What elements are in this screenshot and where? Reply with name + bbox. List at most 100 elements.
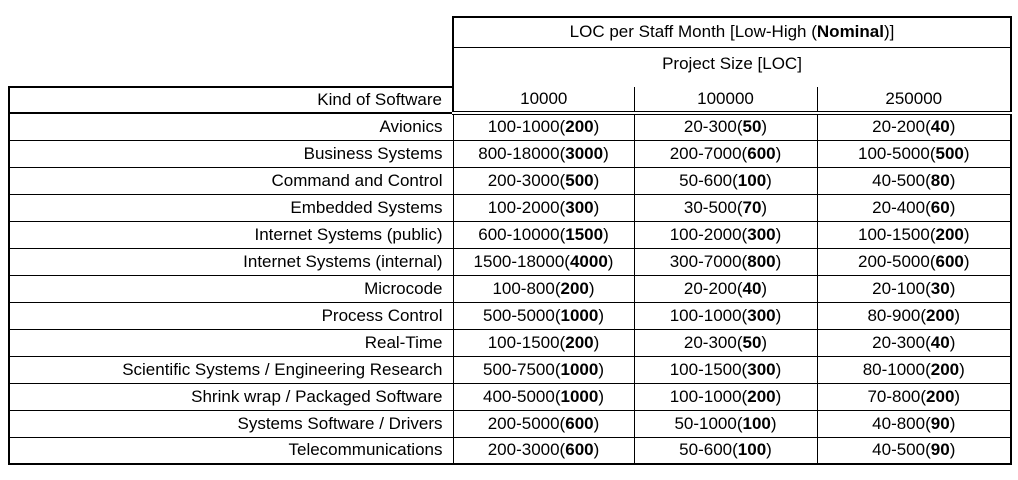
loc-range-low-high: 30-500( xyxy=(683,197,743,217)
kind-of-software-header: Kind of Software xyxy=(8,86,453,114)
loc-range-low-high: 50-600( xyxy=(679,440,738,460)
loc-range-cell: 100-1500(200) xyxy=(452,328,635,357)
loc-range-low-high: 400-5000( xyxy=(482,386,561,406)
loc-range-low-high: 80-900( xyxy=(867,305,927,325)
table-title-close-text: )] xyxy=(883,22,895,42)
loc-per-staff-month-table: LOC per Staff Month [Low-High (Nominal)]… xyxy=(8,16,1013,465)
loc-range-close: ) xyxy=(593,413,600,433)
loc-nominal-value: 300 xyxy=(747,359,776,379)
loc-range-close: ) xyxy=(761,197,768,217)
loc-range-cell: 20-300(50) xyxy=(633,112,818,141)
loc-range-low-high: 40-800( xyxy=(872,413,931,433)
loc-nominal-value: 600 xyxy=(565,440,594,460)
table-row: Embedded Systems 100-2000(300) 30-500(70) 2… xyxy=(8,193,1013,222)
loc-range-cell: 40-500(80) xyxy=(816,166,1013,195)
loc-range-cell: 800-18000(3000) xyxy=(452,139,635,168)
loc-nominal-value: 1500 xyxy=(565,224,604,244)
table-row: Real-Time 100-1500(200) 20-300(50) 20-300(4… xyxy=(8,328,1013,357)
loc-range-cell: 20-100(30) xyxy=(816,274,1013,303)
loc-nominal-value: 800 xyxy=(747,251,776,271)
loc-range-cell: 100-1000(200) xyxy=(452,112,635,141)
loc-range-low-high: 200-3000( xyxy=(487,170,566,190)
loc-range-close: ) xyxy=(775,359,782,379)
loc-range-close: ) xyxy=(598,359,604,379)
top-left-blank-region xyxy=(9,17,453,47)
loc-range-close: ) xyxy=(761,332,768,352)
size-column-header-250000: 250000 xyxy=(816,87,1013,115)
loc-range-cell: 100-1500(300) xyxy=(633,355,818,384)
loc-nominal-value: 500 xyxy=(935,143,964,163)
loc-range-cell: 500-7500(1000) xyxy=(452,355,635,384)
kind-of-software-cell: Microcode xyxy=(8,274,454,303)
loc-nominal-value: 90 xyxy=(930,413,950,433)
table-header: LOC per Staff Month [Low-High (Nominal)]… xyxy=(8,16,1013,115)
loc-range-close: ) xyxy=(761,278,768,298)
loc-range-cell: 300-7000(800) xyxy=(633,247,818,276)
loc-range-close: ) xyxy=(963,224,970,244)
loc-range-close: ) xyxy=(959,359,965,379)
loc-range-cell: 600-10000(1500) xyxy=(452,220,635,249)
mid-left-blank-region xyxy=(9,47,453,87)
loc-nominal-value: 40 xyxy=(930,332,950,352)
loc-nominal-value: 3000 xyxy=(565,143,604,163)
loc-range-low-high: 1500-18000( xyxy=(473,251,570,271)
loc-nominal-value: 200 xyxy=(926,305,955,325)
loc-range-low-high: 300-7000( xyxy=(669,251,748,271)
loc-nominal-value: 100 xyxy=(737,440,767,460)
loc-range-low-high: 100-2000( xyxy=(669,224,748,244)
loc-nominal-value: 100 xyxy=(742,413,771,433)
loc-range-low-high: 20-300( xyxy=(683,332,743,352)
loc-nominal-value: 300 xyxy=(565,197,594,217)
kind-of-software-cell: Internet Systems (public) xyxy=(8,220,454,249)
loc-range-cell: 50-600(100) xyxy=(633,436,818,465)
loc-nominal-value: 200 xyxy=(565,332,594,352)
loc-range-cell: 1500-18000(4000) xyxy=(452,247,635,276)
size-column-header-100000: 100000 xyxy=(633,87,817,115)
loc-nominal-value: 50 xyxy=(742,332,762,352)
loc-range-close: ) xyxy=(598,386,604,406)
loc-range-cell: 50-600(100) xyxy=(633,166,818,195)
table-row: Business Systems 800-18000(3000) 200-7000(… xyxy=(8,139,1013,168)
kind-of-software-cell: Business Systems xyxy=(8,139,454,168)
kind-of-software-cell: Command and Control xyxy=(8,166,454,195)
loc-range-cell: 500-5000(1000) xyxy=(452,301,635,330)
loc-range-cell: 100-2000(300) xyxy=(452,193,635,222)
loc-range-cell: 100-1500(200) xyxy=(816,220,1013,249)
kind-of-software-cell: Internet Systems (internal) xyxy=(8,247,454,276)
loc-range-cell: 50-1000(100) xyxy=(633,409,818,438)
loc-range-low-high: 50-1000( xyxy=(674,413,743,433)
loc-range-low-high: 100-1500( xyxy=(669,359,748,379)
loc-range-cell: 200-7000(600) xyxy=(633,139,818,168)
loc-nominal-value: 600 xyxy=(935,251,964,271)
loc-range-cell: 100-1000(200) xyxy=(633,382,818,411)
size-column-header-10000: 10000 xyxy=(452,87,634,115)
loc-nominal-value: 1000 xyxy=(560,305,599,325)
loc-range-low-high: 100-2000( xyxy=(487,197,566,217)
loc-nominal-value: 100 xyxy=(737,170,767,190)
loc-range-cell: 400-5000(1000) xyxy=(452,382,635,411)
loc-nominal-value: 200 xyxy=(560,278,589,298)
table-title-text: LOC per Staff Month [Low-High ( xyxy=(569,22,817,42)
loc-range-low-high: 100-1500( xyxy=(487,332,566,352)
loc-range-close: ) xyxy=(766,170,772,190)
loc-range-cell: 20-200(40) xyxy=(633,274,818,303)
loc-range-cell: 100-2000(300) xyxy=(633,220,818,249)
loc-range-close: ) xyxy=(607,251,614,271)
loc-range-low-high: 20-400( xyxy=(872,197,931,217)
loc-range-cell: 200-3000(500) xyxy=(452,166,635,195)
loc-range-low-high: 200-7000( xyxy=(669,143,748,163)
loc-range-close: ) xyxy=(766,440,772,460)
loc-range-low-high: 50-600( xyxy=(679,170,738,190)
loc-range-low-high: 20-100( xyxy=(872,278,931,298)
loc-range-low-high: 20-200( xyxy=(683,278,743,298)
loc-range-low-high: 100-800( xyxy=(492,278,561,298)
loc-nominal-value: 50 xyxy=(742,117,762,137)
table-row: Microcode 100-800(200) 20-200(40) 20-100(30… xyxy=(8,274,1013,303)
kind-of-software-cell: Systems Software / Drivers xyxy=(8,409,454,438)
subtitle-row: Project Size [LOC] xyxy=(9,47,1013,87)
loc-range-close: ) xyxy=(949,278,956,298)
loc-range-close: ) xyxy=(954,386,961,406)
loc-range-low-high: 70-800( xyxy=(867,386,927,406)
loc-nominal-value: 200 xyxy=(935,224,964,244)
loc-range-close: ) xyxy=(593,170,600,190)
